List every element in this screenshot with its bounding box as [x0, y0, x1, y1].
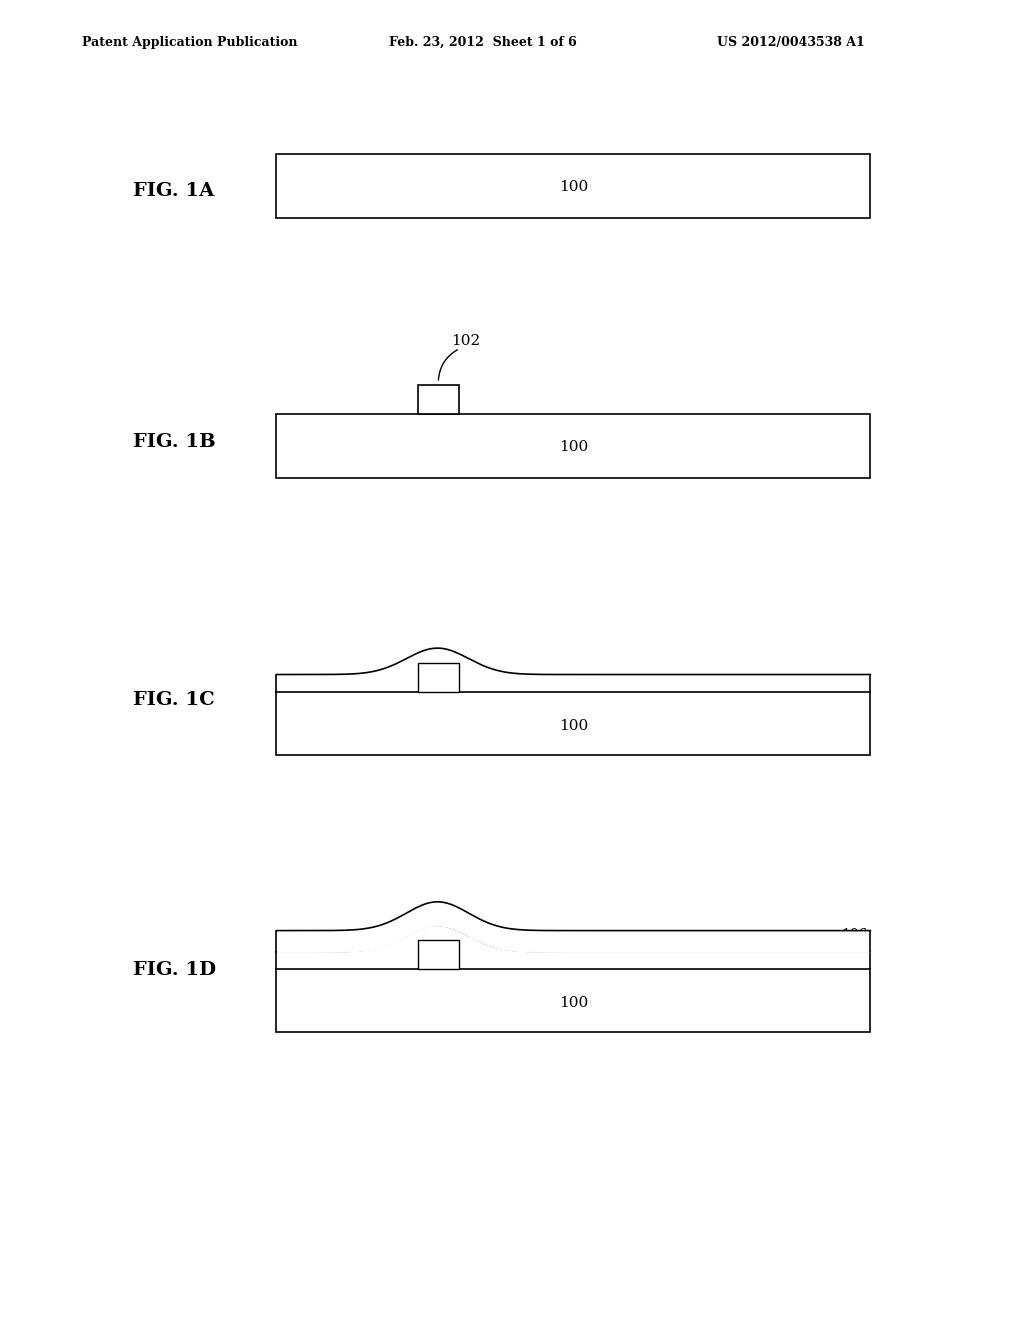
Text: 100: 100 — [559, 181, 588, 194]
Text: FIG. 1B: FIG. 1B — [133, 433, 216, 451]
Text: 102: 102 — [399, 675, 426, 688]
Bar — [276, 969, 870, 1032]
Text: 100: 100 — [559, 719, 588, 733]
Text: 104: 104 — [842, 675, 868, 688]
Text: FIG. 1D: FIG. 1D — [133, 961, 216, 979]
Text: 100: 100 — [559, 997, 588, 1010]
Text: 104: 104 — [842, 954, 868, 968]
Text: 102: 102 — [452, 334, 480, 347]
Bar — [276, 154, 870, 218]
Bar — [418, 663, 459, 692]
Text: US 2012/0043538 A1: US 2012/0043538 A1 — [717, 36, 864, 49]
Bar — [276, 414, 870, 478]
Bar — [418, 940, 459, 969]
Text: Patent Application Publication: Patent Application Publication — [82, 36, 297, 49]
Text: FIG. 1C: FIG. 1C — [133, 690, 215, 709]
Text: 100: 100 — [559, 441, 588, 454]
Text: 106: 106 — [842, 928, 868, 941]
Bar — [418, 385, 459, 414]
Text: FIG. 1A: FIG. 1A — [133, 182, 214, 201]
Text: 102: 102 — [399, 954, 426, 968]
Bar — [276, 692, 870, 755]
Text: Feb. 23, 2012  Sheet 1 of 6: Feb. 23, 2012 Sheet 1 of 6 — [389, 36, 577, 49]
